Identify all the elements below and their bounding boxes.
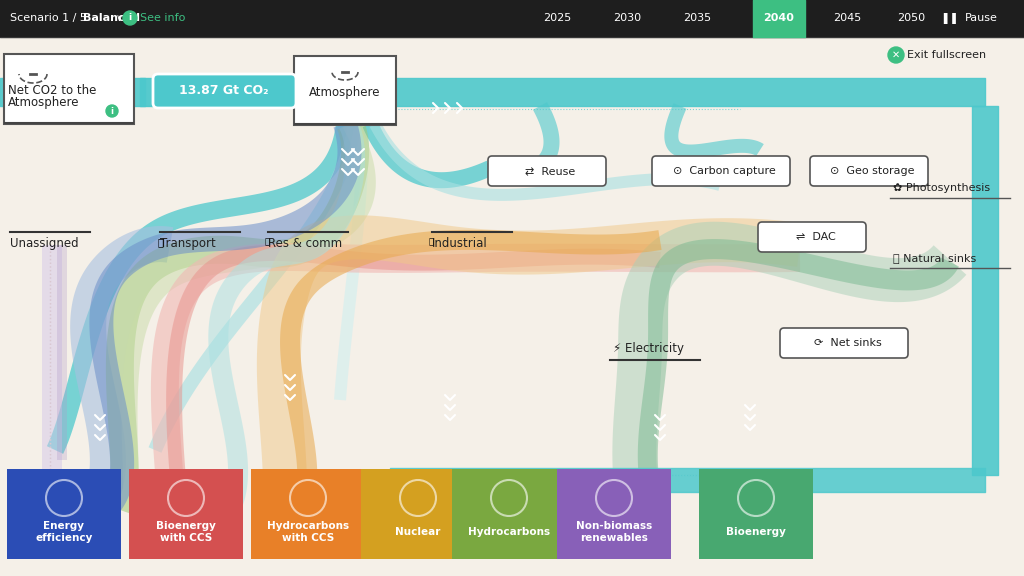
Text: Industrial: Industrial bbox=[432, 237, 487, 250]
FancyBboxPatch shape bbox=[4, 54, 134, 124]
Polygon shape bbox=[334, 124, 369, 400]
Text: 2030: 2030 bbox=[613, 13, 641, 23]
Text: 2035: 2035 bbox=[683, 13, 711, 23]
Polygon shape bbox=[122, 120, 376, 511]
Text: Transport: Transport bbox=[160, 237, 216, 250]
Circle shape bbox=[123, 11, 137, 25]
FancyBboxPatch shape bbox=[810, 156, 928, 186]
FancyBboxPatch shape bbox=[361, 469, 475, 559]
Polygon shape bbox=[47, 123, 354, 454]
Text: Atmosphere: Atmosphere bbox=[309, 86, 381, 99]
Text: ⊙  Carbon capture: ⊙ Carbon capture bbox=[667, 166, 776, 176]
FancyBboxPatch shape bbox=[153, 74, 296, 108]
Polygon shape bbox=[665, 103, 764, 158]
Text: 🍃 Natural sinks: 🍃 Natural sinks bbox=[893, 253, 976, 263]
Text: Pause: Pause bbox=[965, 13, 997, 23]
FancyBboxPatch shape bbox=[294, 56, 396, 125]
Text: 🏭: 🏭 bbox=[429, 237, 434, 246]
Text: Atmosphere: Atmosphere bbox=[8, 96, 80, 109]
Text: 🏢: 🏢 bbox=[265, 237, 270, 246]
FancyBboxPatch shape bbox=[699, 469, 813, 559]
Polygon shape bbox=[208, 119, 366, 514]
Text: Res & comm: Res & comm bbox=[268, 237, 342, 250]
Text: Scenario 1 / 5: Scenario 1 / 5 bbox=[10, 13, 87, 23]
Text: i: i bbox=[128, 13, 131, 22]
FancyBboxPatch shape bbox=[251, 469, 365, 559]
Text: ❚❚: ❚❚ bbox=[941, 13, 959, 24]
Text: Balanced: Balanced bbox=[83, 13, 140, 23]
Circle shape bbox=[106, 105, 118, 117]
FancyBboxPatch shape bbox=[758, 222, 866, 252]
Polygon shape bbox=[531, 102, 559, 175]
Text: Hydrocarbons: Hydrocarbons bbox=[468, 527, 550, 537]
FancyBboxPatch shape bbox=[557, 469, 671, 559]
Text: 2040: 2040 bbox=[764, 13, 795, 23]
Polygon shape bbox=[42, 245, 62, 520]
Polygon shape bbox=[257, 215, 803, 511]
Text: ⟳  Net sinks: ⟳ Net sinks bbox=[807, 338, 882, 348]
Circle shape bbox=[888, 47, 904, 63]
Text: ✕: ✕ bbox=[892, 50, 900, 60]
Text: 2025: 2025 bbox=[543, 13, 571, 23]
Polygon shape bbox=[612, 222, 967, 514]
Text: 2045: 2045 bbox=[833, 13, 861, 23]
Text: Unassigned: Unassigned bbox=[10, 237, 79, 250]
Text: 13.87 Gt CO₂: 13.87 Gt CO₂ bbox=[179, 85, 268, 97]
Polygon shape bbox=[57, 245, 67, 460]
Polygon shape bbox=[105, 119, 370, 514]
Text: Hydrocarbons
with CCS: Hydrocarbons with CCS bbox=[267, 521, 349, 543]
FancyBboxPatch shape bbox=[129, 469, 243, 559]
FancyBboxPatch shape bbox=[780, 328, 908, 358]
Text: ⚡ Electricity: ⚡ Electricity bbox=[613, 342, 684, 355]
FancyBboxPatch shape bbox=[7, 469, 121, 559]
Text: Nuclear: Nuclear bbox=[395, 527, 440, 537]
Polygon shape bbox=[89, 120, 361, 519]
FancyBboxPatch shape bbox=[488, 156, 606, 186]
FancyBboxPatch shape bbox=[652, 156, 790, 186]
Polygon shape bbox=[166, 245, 660, 510]
FancyBboxPatch shape bbox=[452, 469, 566, 559]
Text: Bioenergy
with CCS: Bioenergy with CCS bbox=[156, 521, 216, 543]
Text: Exit fullscreen: Exit fullscreen bbox=[907, 50, 986, 60]
Text: Non-biomass
renewables: Non-biomass renewables bbox=[575, 521, 652, 543]
Text: ⇌  DAC: ⇌ DAC bbox=[788, 232, 836, 242]
Text: ⊙  Geo storage: ⊙ Geo storage bbox=[823, 166, 914, 176]
Text: 2050: 2050 bbox=[897, 13, 925, 23]
Text: Net CO2 to the: Net CO2 to the bbox=[8, 84, 96, 97]
Text: ∨: ∨ bbox=[116, 13, 123, 23]
Polygon shape bbox=[280, 230, 662, 515]
Polygon shape bbox=[362, 121, 494, 188]
Polygon shape bbox=[151, 243, 800, 511]
Text: Energy
efficiency: Energy efficiency bbox=[35, 521, 93, 543]
Polygon shape bbox=[638, 239, 958, 513]
Polygon shape bbox=[370, 121, 722, 201]
Text: See info: See info bbox=[140, 13, 185, 23]
Polygon shape bbox=[148, 123, 361, 453]
Text: Bioenergy: Bioenergy bbox=[726, 527, 786, 537]
Polygon shape bbox=[71, 226, 173, 521]
Text: ✿ Photosynthesis: ✿ Photosynthesis bbox=[893, 183, 990, 193]
Text: i: i bbox=[111, 107, 114, 116]
Text: 🚛: 🚛 bbox=[158, 237, 164, 247]
Text: ⇄  Reuse: ⇄ Reuse bbox=[518, 166, 575, 176]
